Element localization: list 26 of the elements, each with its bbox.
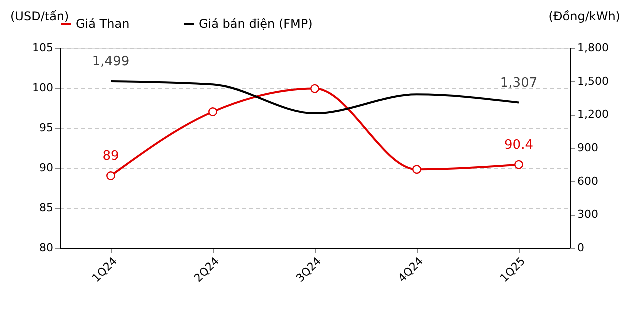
- point: [208, 108, 218, 116]
- y2-tick-label: 300: [578, 208, 598, 222]
- y2-axis-title: (Đồng/kWh): [548, 10, 620, 24]
- data-label: 1,499: [92, 54, 130, 70]
- y2-tick-label: 600: [578, 174, 598, 188]
- data-label: 90.4: [504, 138, 534, 153]
- data-label: 1,307: [500, 76, 538, 91]
- y-tick-label: 105: [32, 42, 54, 54]
- y2-tick-label: 1,800: [578, 42, 609, 54]
- y2-tick-label: 900: [578, 142, 598, 154]
- point: [412, 165, 422, 174]
- point: [106, 172, 116, 180]
- data-label: 89: [102, 149, 120, 164]
- point: [310, 84, 320, 94]
- y-tick-label: 80: [40, 242, 54, 254]
- point: [514, 160, 524, 170]
- y-tick-label: 100: [32, 82, 54, 94]
- legend-label: Giá Than: [76, 17, 130, 31]
- y2-tick-label: 1,200: [578, 108, 609, 122]
- y2-tick-label: 0: [578, 242, 584, 254]
- y-tick-label: 90: [40, 162, 54, 174]
- y-axis-title: (USD/tấn): [10, 10, 70, 24]
- y-tick-label: 85: [40, 202, 54, 214]
- legend-label: Giá bán điện (FMP): [199, 17, 313, 31]
- y-tick-label: 95: [40, 122, 54, 134]
- y2-tick-label: 1,500: [578, 74, 609, 88]
